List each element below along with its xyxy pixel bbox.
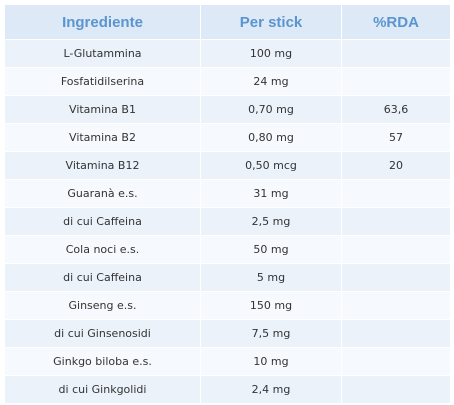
rda-cell [341,179,451,208]
rda-cell [341,39,451,68]
table-row: Fosfatidilserina 24 mg [4,67,451,96]
ingredient-cell: Guaranà e.s. [4,179,201,208]
amount-cell: 2,4 mg [200,375,342,404]
table-row: Guaranà e.s. 31 mg [4,179,451,208]
amount-cell: 0,80 mg [200,123,342,152]
amount-cell: 0,70 mg [200,95,342,124]
amount-cell: 10 mg [200,347,342,376]
ingredients-table: Ingrediente Per stick %RDA L-Glutammina 1… [4,4,451,404]
ingredient-cell: di cui Ginkgolidi [4,375,201,404]
table-row: Ginkgo biloba e.s. 10 mg [4,347,451,376]
rda-cell: 57 [341,123,451,152]
ingredient-cell: Cola noci e.s. [4,235,201,264]
table-body: L-Glutammina 100 mg Fosfatidilserina 24 mg V… [4,39,451,404]
table-row: L-Glutammina 100 mg [4,39,451,68]
amount-cell: 5 mg [200,263,342,292]
ingredient-cell: Vitamina B1 [4,95,201,124]
table-row: Vitamina B12 0,50 mcg 20 [4,151,451,180]
ingredient-cell: Vitamina B2 [4,123,201,152]
ingredient-cell: di cui Ginsenosidi [4,319,201,348]
header-per-stick: Per stick [200,4,342,40]
table-row: di cui Ginkgolidi 2,4 mg [4,375,451,404]
rda-cell [341,263,451,292]
rda-cell: 63,6 [341,95,451,124]
ingredient-cell: Vitamina B12 [4,151,201,180]
header-rda: %RDA [341,4,451,40]
table-row: Cola noci e.s. 50 mg [4,235,451,264]
header-ingrediente: Ingrediente [4,4,201,40]
ingredient-cell: L-Glutammina [4,39,201,68]
table-row: di cui Caffeina 2,5 mg [4,207,451,236]
amount-cell: 50 mg [200,235,342,264]
amount-cell: 100 mg [200,39,342,68]
table-row: di cui Caffeina 5 mg [4,263,451,292]
table-row: Ginseng e.s. 150 mg [4,291,451,320]
amount-cell: 0,50 mcg [200,151,342,180]
table-header: Ingrediente Per stick %RDA [4,4,451,40]
amount-cell: 24 mg [200,67,342,96]
ingredient-cell: di cui Caffeina [4,263,201,292]
amount-cell: 2,5 mg [200,207,342,236]
rda-cell [341,67,451,96]
rda-cell [341,319,451,348]
rda-cell [341,347,451,376]
ingredient-cell: Ginkgo biloba e.s. [4,347,201,376]
ingredient-cell: Fosfatidilserina [4,67,201,96]
amount-cell: 31 mg [200,179,342,208]
rda-cell: 20 [341,151,451,180]
table-row: Vitamina B2 0,80 mg 57 [4,123,451,152]
table-row: Vitamina B1 0,70 mg 63,6 [4,95,451,124]
table-row: di cui Ginsenosidi 7,5 mg [4,319,451,348]
amount-cell: 150 mg [200,291,342,320]
ingredient-cell: di cui Caffeina [4,207,201,236]
rda-cell [341,375,451,404]
header-row: Ingrediente Per stick %RDA [4,4,451,40]
rda-cell [341,235,451,264]
rda-cell [341,291,451,320]
amount-cell: 7,5 mg [200,319,342,348]
ingredient-cell: Ginseng e.s. [4,291,201,320]
rda-cell [341,207,451,236]
